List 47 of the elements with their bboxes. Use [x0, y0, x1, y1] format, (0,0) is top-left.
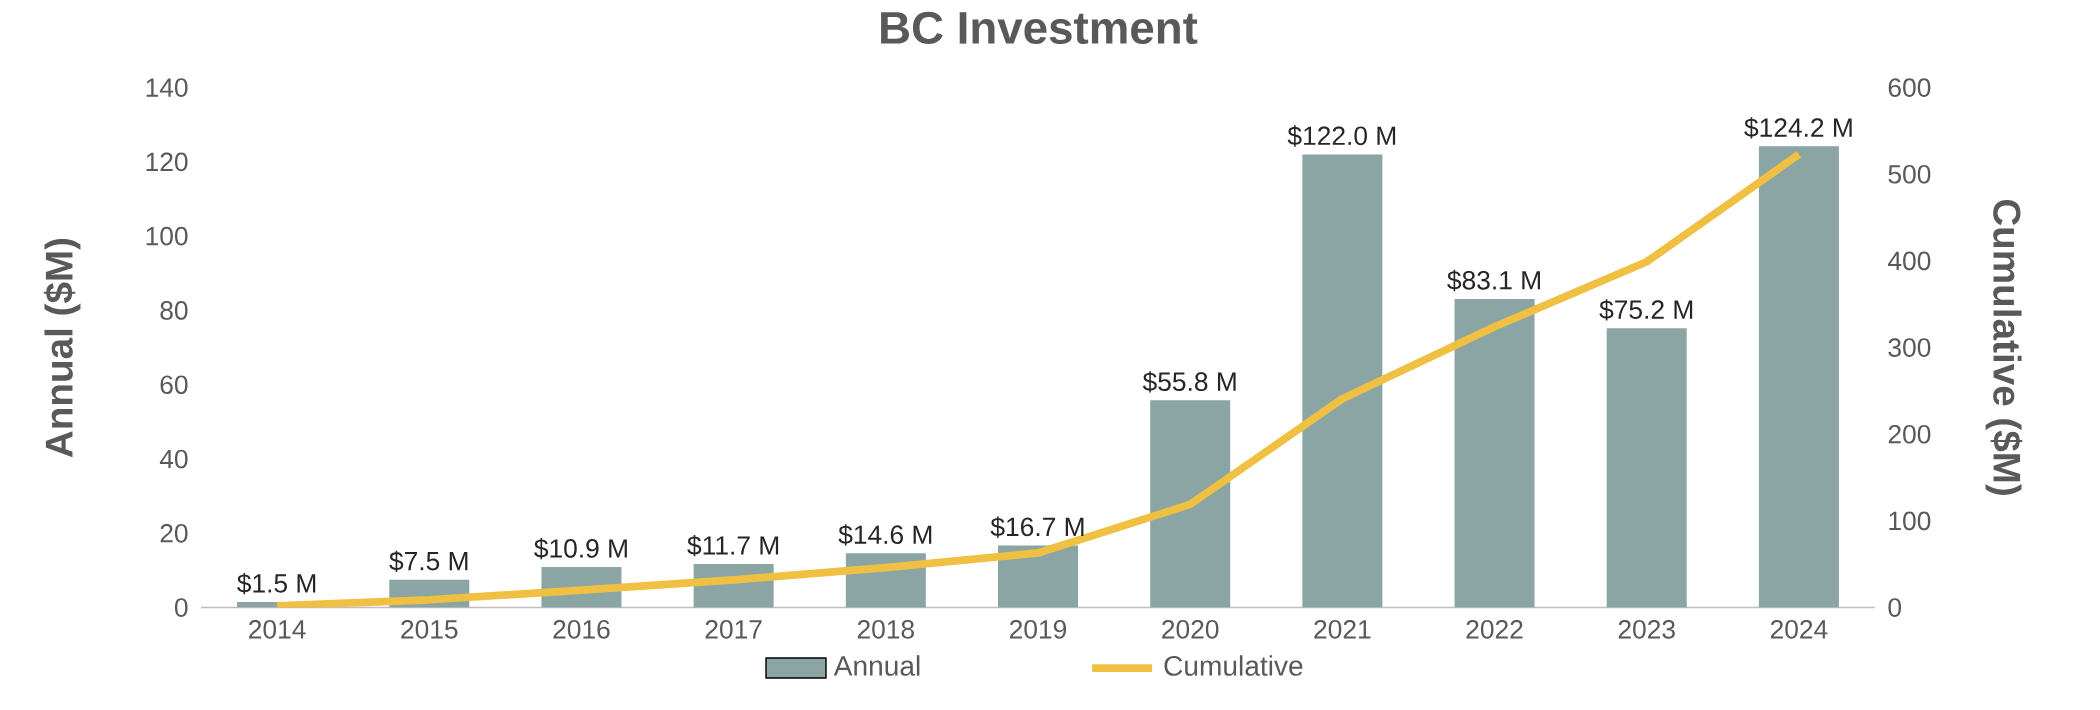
x-tick-label: 2016: [553, 620, 610, 639]
x-tick-label: 2017: [705, 620, 762, 639]
y2-axis-title: Cumulative ($M): [1985, 200, 2023, 496]
x-tick-label: 2024: [1770, 620, 1828, 639]
x-tick-label: 2020: [1162, 620, 1219, 639]
y2-tick-label: 100: [1889, 511, 1931, 531]
data-label: $10.9 M: [534, 538, 627, 560]
data-label: $124.2 M: [1744, 117, 1852, 139]
x-tick-label: 2019: [1010, 620, 1067, 639]
y-tick-label: 140: [146, 78, 188, 98]
data-label: $16.7 M: [990, 516, 1084, 539]
y2-tick-label: 0: [1888, 598, 1902, 618]
bar: [1150, 400, 1231, 608]
bar: [1606, 328, 1687, 608]
bar: [1758, 146, 1839, 608]
y2-tick-label: 400: [1888, 251, 1931, 271]
bar: [1454, 299, 1535, 608]
y2-tick-label: 200: [1888, 425, 1931, 444]
x-tick-label: 2021: [1314, 620, 1371, 639]
data-label: $75.2 M: [1599, 299, 1693, 321]
data-label: $83.1 M: [1447, 270, 1540, 292]
data-label: $7.5 M: [389, 550, 468, 573]
y2-tick-label: 300: [1888, 338, 1931, 358]
x-tick-label: 2022: [1466, 620, 1523, 639]
data-label: $55.8 M: [1142, 371, 1236, 393]
data-label: $11.7 M: [687, 535, 779, 557]
y2-tick-label: 500: [1888, 165, 1931, 184]
x-tick-label: 2018: [857, 620, 914, 639]
legend-label: Annual: [833, 655, 920, 677]
y-tick-label: 40: [159, 449, 188, 469]
y-tick-label: 0: [174, 598, 188, 618]
y-tick-label: 60: [160, 375, 188, 395]
data-label: $122.0 M: [1287, 125, 1396, 147]
y-tick-label: 100: [146, 227, 188, 246]
legend-label: Cumulative: [1164, 655, 1303, 677]
x-tick-label: 2023: [1618, 620, 1675, 639]
y-tick-label: 120: [146, 152, 188, 172]
chart-title: BC Investment: [881, 11, 1198, 45]
y-tick-label: 80: [160, 301, 188, 320]
y-tick-label: 20: [160, 524, 188, 543]
data-label: $1.5 M: [237, 573, 316, 595]
y-axis-title: Annual ($M): [43, 239, 81, 458]
y2-tick-label: 600: [1888, 78, 1931, 98]
x-tick-label: 2014: [249, 620, 306, 639]
bar: [1302, 154, 1383, 608]
data-label: $14.6 M: [838, 524, 932, 546]
x-tick-label: 2015: [401, 620, 458, 639]
